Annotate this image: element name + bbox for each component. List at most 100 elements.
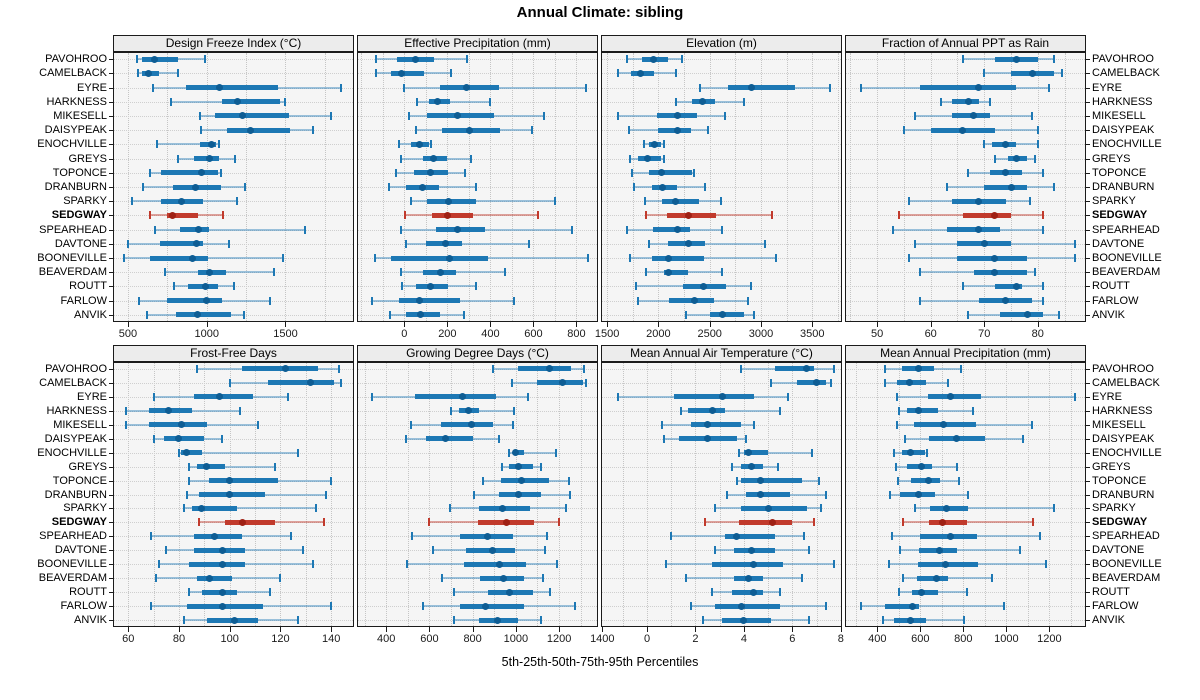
whisker-cap-p95	[965, 588, 968, 597]
x-axis-tick-label: 80	[1031, 328, 1044, 340]
whisker-line	[401, 228, 573, 231]
station-label-left: BEAVERDAM	[38, 572, 107, 585]
whisker-cap-p95	[991, 574, 994, 583]
whisker-cap-p5	[881, 616, 884, 625]
whisker-cap-p95	[692, 168, 695, 177]
y-axis-tick-left	[109, 438, 113, 440]
whisker-cap-p5	[645, 211, 648, 220]
whisker-cap-p5	[629, 154, 632, 163]
iqr-bar	[196, 464, 225, 470]
x-axis-tick	[877, 627, 879, 632]
whisker-cap-p95	[988, 97, 991, 106]
gridline-row	[358, 144, 597, 146]
median-dot	[914, 407, 922, 415]
station-label-right: SPARKY	[1092, 195, 1136, 208]
whisker-cap-p95	[925, 448, 928, 457]
median-dot	[177, 421, 185, 429]
whisker-cap-p95	[1031, 420, 1034, 429]
whisker-cap-p95	[539, 462, 542, 471]
y-axis-tick-right	[1086, 87, 1090, 89]
median-dot	[708, 407, 716, 415]
y-axis-tick-left	[109, 130, 113, 132]
median-dot	[673, 112, 681, 120]
whisker-cap-p5	[374, 69, 377, 78]
station-label-left: SEDGWAY	[51, 516, 107, 529]
whisker-cap-p5	[675, 97, 678, 106]
iqr-bar	[884, 603, 920, 609]
x-axis-tick	[840, 627, 842, 632]
whisker-cap-p95	[582, 364, 585, 373]
gridline-row	[602, 382, 841, 384]
x-axis-tick-label: 1000	[994, 633, 1019, 645]
median-dot	[764, 504, 772, 512]
whisker-cap-p95	[497, 434, 500, 443]
gridline-row	[846, 158, 1085, 160]
gridline-row	[114, 452, 353, 454]
whisker-cap-p5	[713, 546, 716, 555]
station-label-left: SPARKY	[63, 502, 107, 515]
whisker-cap-p95	[314, 504, 317, 513]
x-axis-tick	[127, 322, 129, 327]
station-label-left: PAVOHROO	[45, 362, 107, 375]
whisker-cap-p95	[663, 154, 666, 163]
whisker-cap-p5	[149, 211, 152, 220]
x-axis-tick	[1037, 322, 1039, 327]
whisker-cap-p5	[137, 296, 140, 305]
whisker-line	[903, 521, 1034, 524]
iqr-bar	[196, 575, 233, 581]
whisker-cap-p95	[554, 448, 557, 457]
whisker-cap-p95	[274, 462, 277, 471]
station-label-right: SEDGWAY	[1092, 209, 1148, 222]
whisker-cap-p95	[801, 574, 804, 583]
iqr-bar	[907, 408, 938, 414]
whisker-line	[154, 228, 306, 231]
x-axis-tick	[792, 627, 794, 632]
whisker-cap-p95	[243, 183, 246, 191]
whisker-cap-p5	[188, 588, 191, 597]
iqr-bar	[166, 298, 223, 304]
median-dot	[207, 140, 215, 148]
page-title: Annual Climate: sibling	[516, 4, 684, 21]
median-dot	[442, 435, 450, 443]
median-dot	[203, 463, 211, 471]
station-label-right: GREYS	[1092, 152, 1131, 165]
x-axis-tick	[404, 322, 406, 327]
y-axis-tick-left	[109, 300, 113, 302]
gridline-row	[358, 172, 597, 174]
whisker-line	[178, 451, 299, 454]
gridline-row	[114, 187, 353, 188]
station-label-left: EYRE	[77, 390, 107, 403]
x-axis-tick	[930, 322, 932, 327]
percentiles-caption: 5th-25th-50th-75th-95th Percentiles	[501, 655, 699, 669]
whisker-cap-p5	[155, 574, 158, 583]
whisker-cap-p95	[742, 97, 745, 106]
median-dot	[747, 463, 755, 471]
y-axis-tick-right	[1086, 215, 1090, 217]
panel-strip: Mean Annual Precipitation (mm)	[845, 345, 1086, 362]
whisker-cap-p5	[891, 532, 894, 541]
median-dot	[238, 518, 246, 526]
whisker-cap-p5	[405, 560, 408, 569]
panel-strip: Frost-Free Days	[113, 345, 354, 362]
whisker-cap-p5	[642, 140, 645, 149]
median-dot	[747, 546, 755, 554]
median-dot	[941, 560, 949, 568]
whisker-cap-p95	[721, 268, 723, 277]
whisker-cap-p5	[961, 55, 964, 64]
median-dot	[517, 477, 525, 485]
x-axis-tick-label: 1200	[1037, 633, 1062, 645]
gridline-row	[602, 158, 841, 160]
median-dot	[545, 365, 553, 373]
whisker-cap-p5	[152, 392, 155, 401]
iqr-bar	[221, 99, 280, 105]
x-axis-tick	[984, 322, 986, 327]
gridline-row	[114, 144, 353, 146]
iqr-bar	[919, 85, 1017, 91]
whisker-cap-p95	[302, 546, 305, 555]
whisker-line	[648, 242, 766, 245]
median-dot	[649, 55, 657, 63]
whisker-cap-p95	[567, 476, 570, 485]
iqr-bar	[928, 519, 967, 525]
gridline-row	[602, 115, 841, 117]
x-axis-tick-label: 1000	[194, 328, 219, 340]
